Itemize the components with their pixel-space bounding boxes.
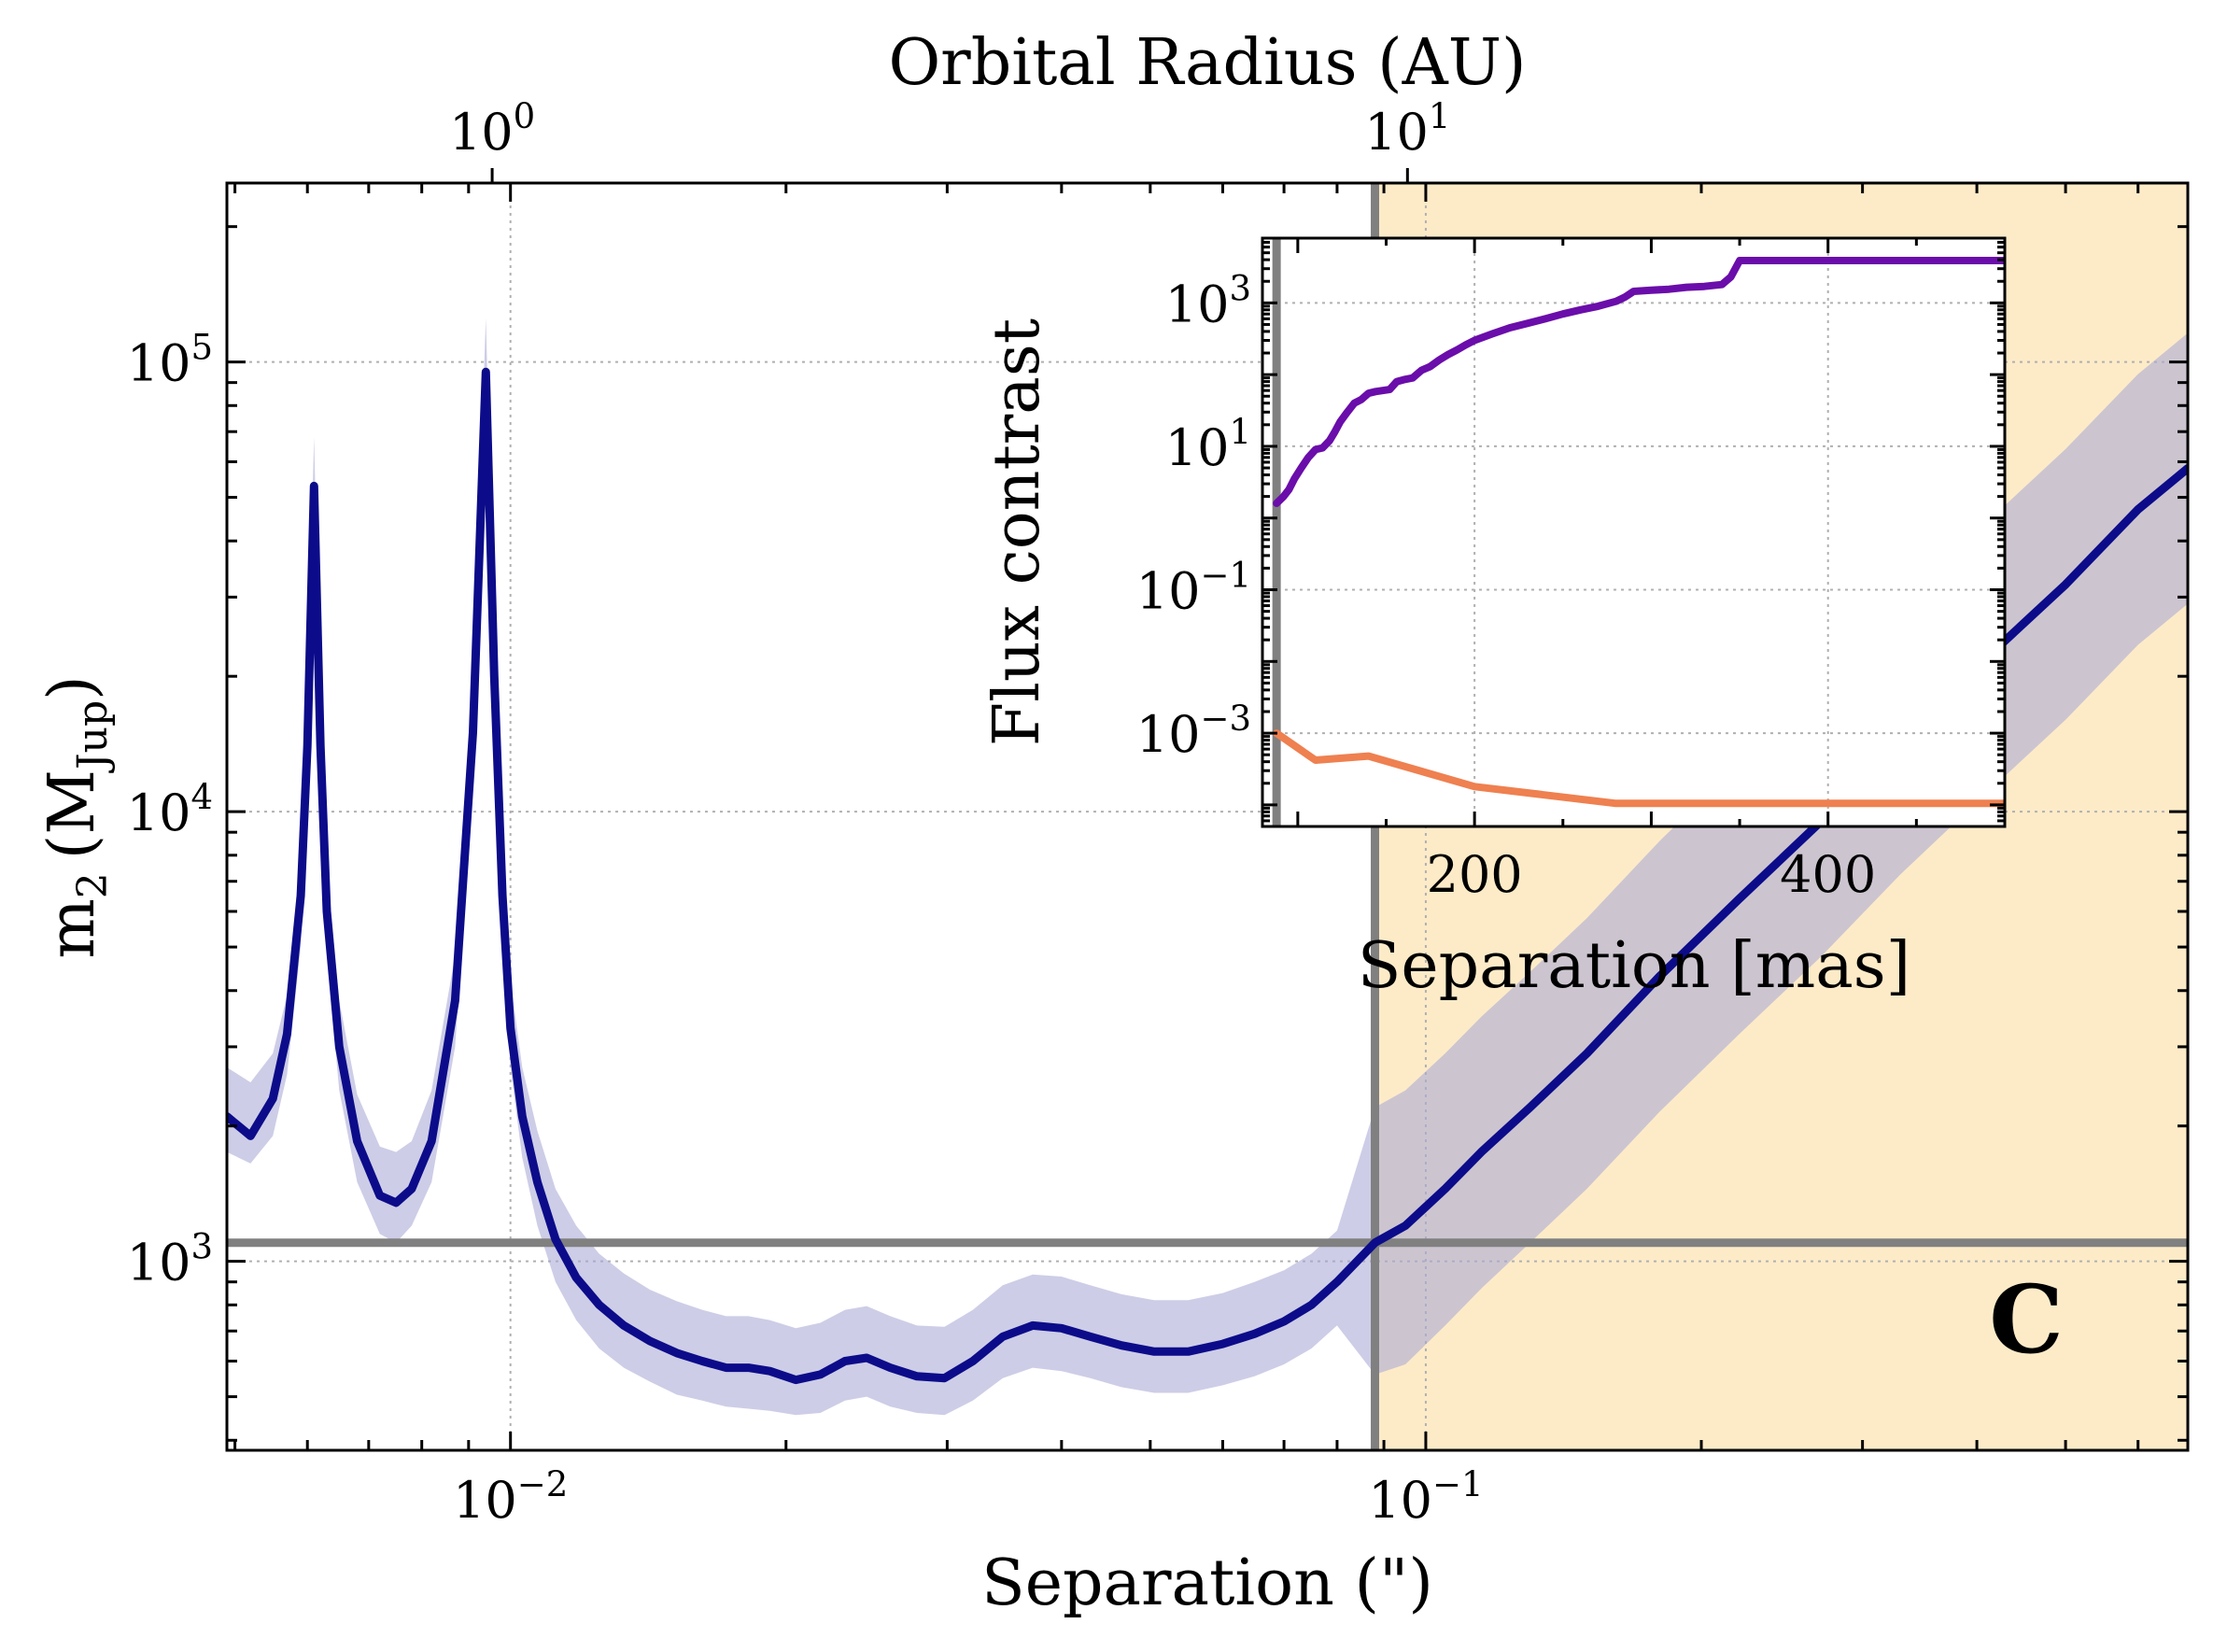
inset-y-tick-label-2: 101 — [1165, 412, 1251, 477]
inset-y-tick-label-1-base: 10 — [1136, 562, 1201, 621]
x-tick-label-0-exp: −2 — [517, 1464, 569, 1504]
inset-x-tick-label-0: 200 — [1427, 845, 1523, 904]
inset-y-tick-label-2-base: 10 — [1165, 418, 1230, 477]
inset-line-upper — [1273, 257, 2005, 507]
top-tick-label-0-exp: 0 — [514, 96, 536, 136]
inset-y-tick-label-1-exp: −1 — [1200, 556, 1251, 596]
y-tick-label-0: 103 — [127, 1227, 213, 1292]
inset-x-axis-label: Separation [mas] — [1358, 929, 1910, 1003]
panel-label: C — [1989, 1264, 2064, 1375]
inset-x-tick-label-1: 400 — [1780, 845, 1876, 904]
mass-band-group — [227, 318, 2188, 1416]
inset-y-tick-label-1: 10−1 — [1136, 556, 1251, 621]
y-tick-label-1: 104 — [127, 777, 213, 842]
inset-background — [1262, 238, 2005, 826]
top-tick-label-0-base: 10 — [449, 103, 514, 162]
x-tick-label-0: 10−2 — [453, 1464, 568, 1530]
inset-y-tick-label-2-exp: 1 — [1229, 412, 1251, 452]
mass-line — [227, 367, 2188, 1385]
x-tick-label-1-exp: −1 — [1432, 1464, 1484, 1504]
inset-frame — [1261, 236, 2007, 828]
inset-grid — [1262, 238, 2005, 826]
top-tick-label-0: 100 — [449, 96, 535, 162]
inset-y-tick-label-3-exp: 3 — [1229, 268, 1251, 308]
top-tick-label-1: 101 — [1364, 96, 1450, 162]
inset-y-tick-label-3-base: 10 — [1165, 275, 1230, 333]
y-tick-label-2-exp: 5 — [190, 328, 213, 368]
y-tick-label-0-base: 10 — [127, 1234, 191, 1292]
inset-y-tick-label-3: 103 — [1165, 268, 1251, 333]
inset-y-tick-label-0-base: 10 — [1136, 705, 1201, 764]
inset-line-lower — [1273, 729, 2005, 808]
x-tick-label-0-base: 10 — [453, 1471, 517, 1530]
y-axis-label: m2 (MJup) — [35, 675, 117, 958]
x-axis-label: Separation (") — [981, 1546, 1433, 1620]
inset-y-tick-label-0-exp: −3 — [1200, 699, 1251, 739]
inset-lines-group — [1273, 257, 2005, 808]
mass-band — [227, 318, 2188, 1416]
y-axis-label-unit-open: (M — [35, 770, 109, 859]
top-tick-label-1-base: 10 — [1364, 103, 1429, 162]
inset-y-tick-label-0: 10−3 — [1136, 699, 1251, 764]
mass-line-group — [227, 367, 2188, 1385]
inset-y-axis-label: Flux contrast — [980, 318, 1054, 746]
y-axis-label-unit-close: ) — [35, 675, 109, 700]
y-axis-label-unit-sub: Jup — [69, 700, 117, 773]
y-tick-label-1-exp: 4 — [190, 777, 213, 817]
top-tick-label-1-exp: 1 — [1429, 96, 1451, 136]
top-axis-label: Orbital Radius (AU) — [888, 26, 1526, 100]
x-tick-label-1: 10−1 — [1368, 1464, 1483, 1530]
y-axis-label-main: m — [35, 898, 109, 958]
y-axis-label-sub: 2 — [69, 872, 117, 898]
x-tick-label-1-base: 10 — [1368, 1471, 1432, 1530]
y-tick-label-0-exp: 3 — [190, 1227, 213, 1267]
y-tick-label-2-base: 10 — [127, 334, 191, 393]
main-plot-frame — [225, 181, 2190, 1452]
y-tick-label-1-base: 10 — [127, 784, 191, 842]
y-tick-label-2: 105 — [127, 328, 213, 393]
